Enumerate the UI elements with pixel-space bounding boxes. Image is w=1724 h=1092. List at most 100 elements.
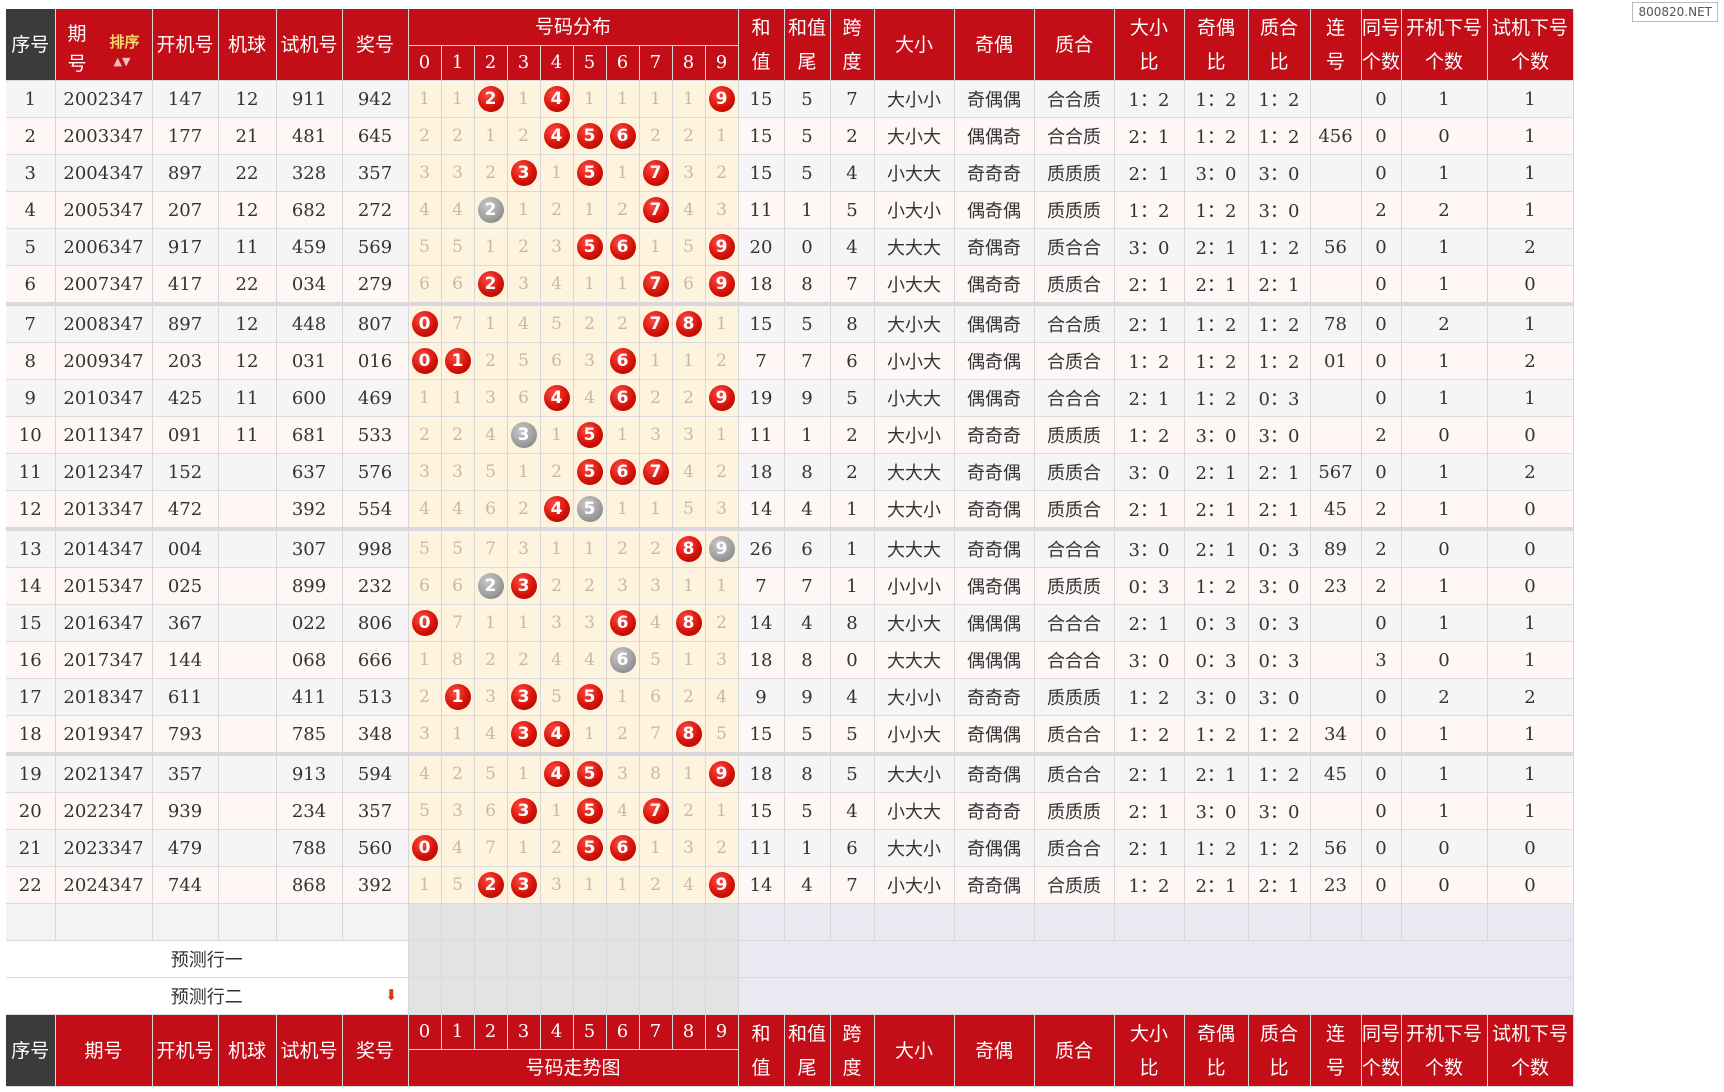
cell-open-below-count: 1 (1401, 80, 1488, 118)
dist-cell-6: 6 (606, 829, 640, 867)
col-header-period[interactable]: 期 号 排序 ▲▼ (55, 9, 153, 81)
col-header-parity-ratio: 奇偶比 (1184, 9, 1249, 81)
cell-consecutive (1310, 416, 1362, 454)
dist-cell-6: 1 (606, 154, 640, 192)
prediction-digit-cell-9[interactable] (705, 940, 739, 978)
miss-count: 4 (650, 613, 661, 633)
cell-sum: 26 (738, 527, 785, 568)
prediction-digit-cell-2[interactable] (474, 977, 508, 1015)
prediction-digit-cell-1[interactable] (441, 977, 475, 1015)
hit-ball-5: 5 (576, 123, 603, 149)
miss-count: 4 (419, 200, 430, 220)
hit-ball-9: 9 (708, 385, 735, 411)
dist-cell-9: 5 (705, 715, 739, 755)
cell-prize-number: 806 (342, 604, 409, 642)
blank-cell (738, 903, 785, 941)
prediction-digit-cell-0[interactable] (408, 977, 442, 1015)
miss-count: 2 (683, 388, 694, 408)
prediction-digit-cell-5[interactable] (573, 940, 607, 978)
prediction-digit-cell-6[interactable] (606, 977, 640, 1015)
dist-cell-8: 4 (672, 191, 706, 229)
blank-cell (874, 903, 955, 941)
arrow-down-icon[interactable]: ⬇ (384, 986, 398, 1004)
cell-size-pattern: 小小小 (874, 567, 955, 605)
cell-sum: 7 (738, 342, 785, 380)
miss-count: 1 (683, 764, 694, 784)
cell-sum: 15 (738, 792, 785, 830)
dist-cell-9: 3 (705, 490, 739, 530)
cell-sum: 18 (738, 641, 785, 679)
miss-count: 4 (452, 200, 463, 220)
prediction-digit-cell-3[interactable] (507, 977, 541, 1015)
prediction-digit-cell-4[interactable] (540, 977, 574, 1015)
blank-cell (152, 903, 219, 941)
prediction-digit-cell-6[interactable] (606, 940, 640, 978)
dist-cell-6: 3 (606, 752, 640, 793)
prediction-digit-cell-8[interactable] (672, 977, 706, 1015)
cell-seq: 7 (6, 302, 56, 343)
cell-prime-pattern: 合合合 (1034, 604, 1115, 642)
cell-same-count: 2 (1361, 527, 1402, 568)
cell-ball: 21 (218, 117, 277, 155)
cell-sum: 18 (738, 265, 785, 305)
cell-seq: 13 (6, 527, 56, 568)
footer-digit-header-9: 9 (705, 1014, 739, 1050)
cell-test-below-count: 2 (1487, 342, 1574, 380)
cell-size-ratio: 2：1 (1114, 490, 1185, 530)
miss-count: 4 (419, 764, 430, 784)
prediction-digit-cell-9[interactable] (705, 977, 739, 1015)
prediction-digit-cell-0[interactable] (408, 940, 442, 978)
dist-cell-3: 4 (507, 302, 541, 343)
cell-ball: 12 (218, 342, 277, 380)
miss-count: 5 (650, 650, 661, 670)
prediction-digit-cell-1[interactable] (441, 940, 475, 978)
prediction-digit-cell-7[interactable] (639, 977, 673, 1015)
prediction-digit-cell-5[interactable] (573, 977, 607, 1015)
miss-count: 1 (617, 163, 628, 183)
dist-cell-8: 1 (672, 567, 706, 605)
cell-parity-ratio: 2：1 (1184, 490, 1249, 530)
miss-count: 1 (716, 801, 727, 821)
cell-size-ratio: 1：2 (1114, 715, 1185, 755)
sort-button[interactable]: 排序 (109, 32, 140, 51)
prediction-digit-cell-4[interactable] (540, 940, 574, 978)
prediction-row-1[interactable]: 预测行一 (6, 940, 1574, 978)
cell-period: 2013347 (55, 490, 153, 530)
prediction-digit-cell-7[interactable] (639, 940, 673, 978)
hit-ball-7: 7 (642, 311, 669, 337)
miss-count: 1 (683, 351, 694, 371)
blank-cell (342, 903, 409, 941)
prediction-row-2[interactable]: 预测行二 ⬇ (6, 977, 1574, 1015)
miss-count: 2 (650, 539, 661, 559)
miss-count: 2 (716, 462, 727, 482)
dist-cell-7: 4 (639, 604, 673, 642)
cell-prize-number: 232 (342, 567, 409, 605)
cell-period: 2004347 (55, 154, 153, 192)
dist-cell-2: 5 (474, 752, 508, 793)
cell-prime-pattern: 质质质 (1034, 792, 1115, 830)
sort-arrows-icon[interactable]: ▲▼ (113, 54, 131, 68)
dist-cell-8: 8 (672, 527, 706, 568)
cell-open-number: 472 (152, 490, 219, 530)
miss-count: 4 (452, 499, 463, 519)
cell-sum: 11 (738, 191, 785, 229)
dist-cell-5: 5 (573, 228, 607, 266)
table-row: 3 2004347 897 22 328 357 3 3 2 3 1 5 1 7 3 2 15 5 4 小大大 奇奇奇质… (6, 154, 1574, 192)
prediction-digit-cell-3[interactable] (507, 940, 541, 978)
dist-cell-0: 5 (408, 228, 442, 266)
hit-ball-3: 3 (510, 684, 537, 710)
cell-test-number: 911 (276, 80, 343, 118)
cell-span: 4 (830, 228, 875, 266)
prediction-digit-cell-2[interactable] (474, 940, 508, 978)
cell-test-number: 637 (276, 453, 343, 491)
dist-cell-2: 2 (474, 80, 508, 118)
dist-cell-0: 0 (408, 342, 442, 380)
cell-test-number: 600 (276, 379, 343, 417)
prediction-digit-cell-8[interactable] (672, 940, 706, 978)
cell-prize-number: 942 (342, 80, 409, 118)
cell-consecutive (1310, 154, 1362, 192)
cell-test-number: 022 (276, 604, 343, 642)
cell-size-ratio: 2：1 (1114, 302, 1185, 343)
miss-count: 3 (716, 200, 727, 220)
miss-count: 2 (452, 764, 463, 784)
